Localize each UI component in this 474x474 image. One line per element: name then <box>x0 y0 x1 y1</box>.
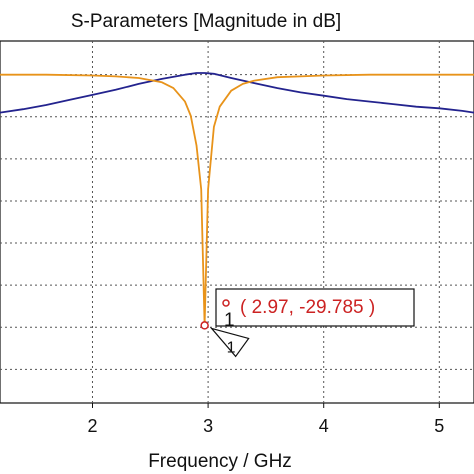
chart-title: S-Parameters [Magnitude in dB] <box>71 11 341 32</box>
marker-readout-box <box>215 288 415 327</box>
marker-readout-symbol <box>222 299 230 307</box>
marker-flag <box>209 327 250 358</box>
marker-readout: 1 ( 2.97, -29.785 ) <box>215 288 415 331</box>
x-tick-label: 3 <box>203 416 213 436</box>
marker-1: 1 <box>200 321 250 358</box>
grid-lines <box>0 41 474 403</box>
marker-flag-label: 1 <box>227 339 236 356</box>
x-axis-ticks: 2 3 4 5 <box>87 403 444 436</box>
series-line-2 <box>0 73 474 327</box>
series-line-1 <box>0 72 474 114</box>
series-lines <box>0 72 474 327</box>
x-tick-label: 2 <box>87 416 97 436</box>
marker-readout-value: ( 2.97, -29.785 ) <box>240 297 375 318</box>
x-tick-label: 4 <box>319 416 329 436</box>
plot-area: 1 <box>0 40 474 404</box>
x-tick-label: 5 <box>434 416 444 436</box>
marker-readout-id: 1 <box>224 310 235 331</box>
x-axis-label: Frequency / GHz <box>148 451 292 472</box>
marker-point <box>200 321 209 330</box>
